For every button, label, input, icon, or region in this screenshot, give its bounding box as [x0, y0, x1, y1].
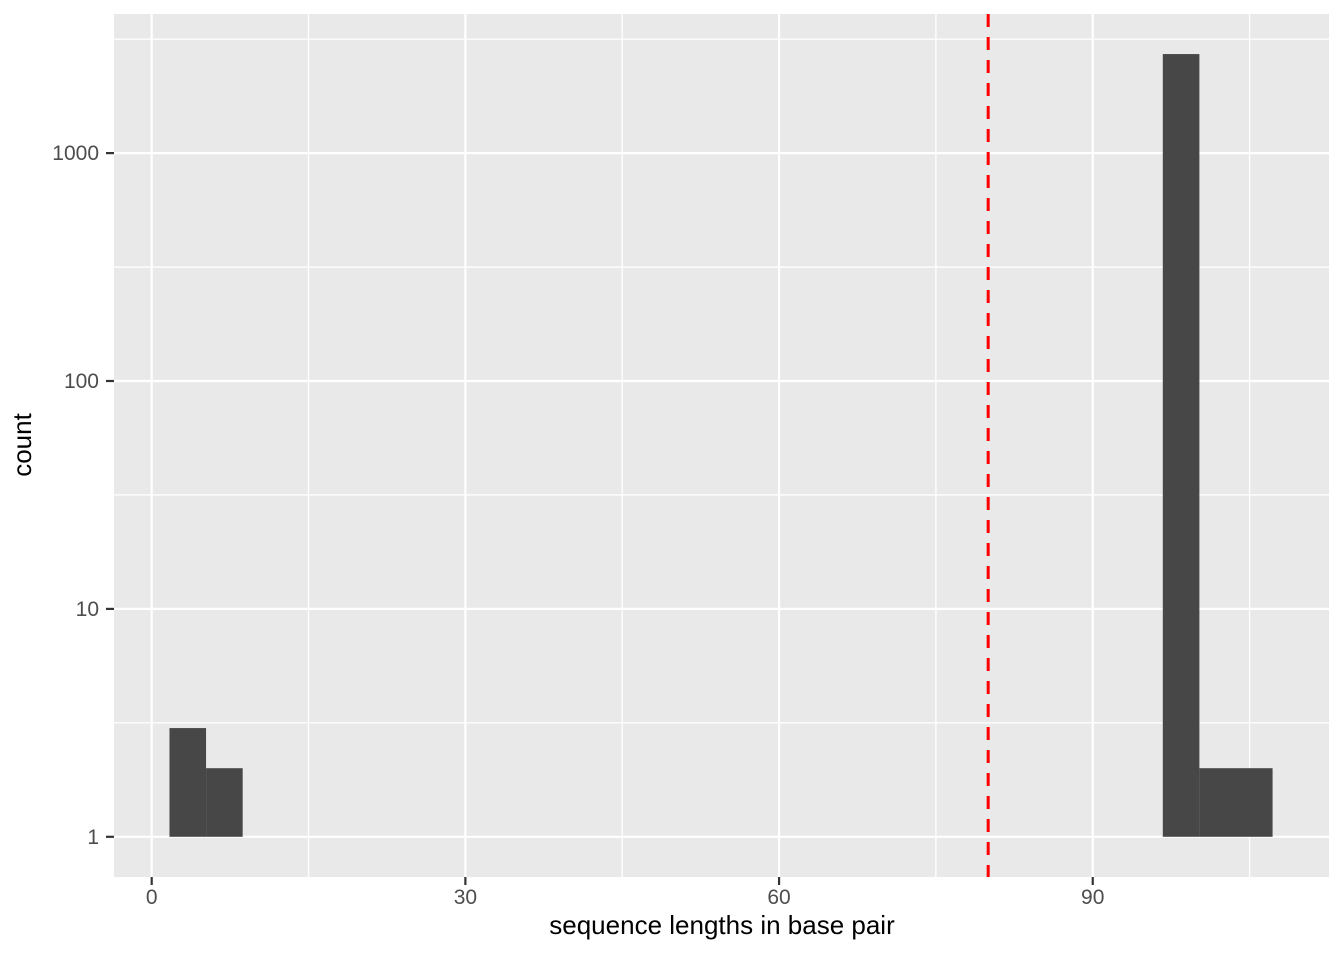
histogram-bar: [169, 728, 207, 837]
x-tick-label: 90: [1081, 886, 1104, 909]
histogram-bar: [1235, 768, 1273, 837]
y-tick-label: 1: [87, 826, 99, 849]
histogram-bar: [206, 768, 243, 837]
y-tick-label: 10: [76, 598, 99, 621]
histogram-bar: [1199, 768, 1236, 837]
x-tick-label: 0: [146, 886, 158, 909]
x-axis-title: sequence lengths in base pair: [549, 910, 895, 940]
x-tick-label: 30: [454, 886, 477, 909]
y-tick-label: 100: [64, 370, 99, 393]
y-tick-label: 1000: [52, 142, 99, 165]
x-tick-label: 60: [767, 886, 790, 909]
plot-panel: [114, 14, 1329, 877]
y-axis-title: count: [7, 413, 37, 477]
histogram-bar: [1162, 54, 1200, 837]
